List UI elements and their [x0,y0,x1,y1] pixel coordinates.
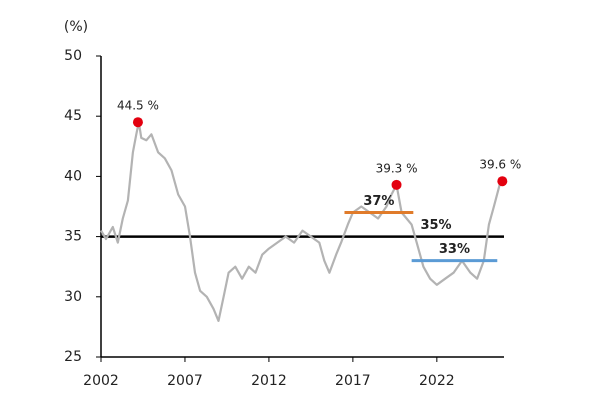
x-tick-label: 2017 [335,373,371,389]
reference-label: 35% [420,218,451,233]
line-series [100,121,502,322]
highlight-point [497,176,508,187]
x-tick-label: 2002 [83,373,119,389]
x-tick-label: 2007 [167,373,203,389]
highlight-label: 39.3 % [376,161,418,175]
y-tick-label: 25 [64,349,82,365]
y-tick-label: 45 [64,108,82,124]
reference-label: 33% [439,242,470,257]
y-tick-label: 30 [64,289,82,305]
highlight-label: 44.5 % [117,99,159,113]
highlight-point [132,117,143,128]
reference-label: 37% [363,194,394,209]
y-axis-label: (%) [64,19,88,35]
x-tick-label: 2022 [419,373,455,389]
y-tick-label: 40 [64,168,82,184]
highlight-label: 39.6 % [479,158,521,172]
highlight-point [391,179,402,190]
y-tick-label: 50 [64,48,82,64]
x-tick-label: 2012 [251,373,287,389]
y-tick-label: 35 [64,229,82,245]
